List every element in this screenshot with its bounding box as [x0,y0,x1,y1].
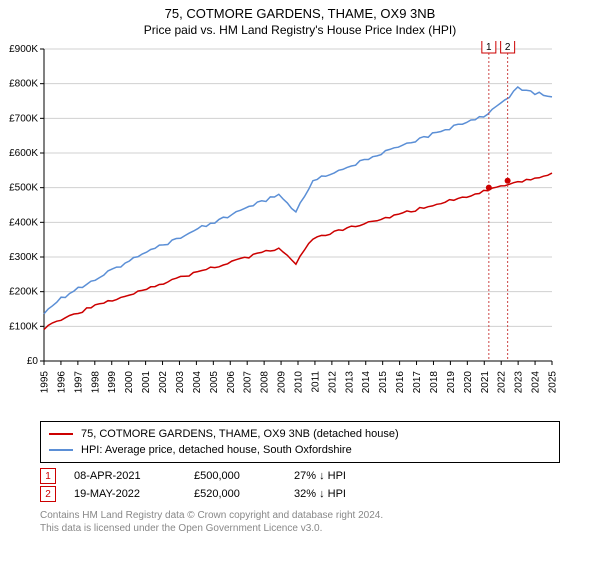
footer-line-1: Contains HM Land Registry data © Crown c… [40,509,560,522]
line-chart: £0 £100K £200K £300K £400K £500K £600K £700K £80… [0,41,560,401]
svg-text:£400K: £400K [9,217,38,228]
marker-pct-2: 32% ↓ HPI [294,488,434,500]
svg-text:2008: 2008 [260,371,271,394]
svg-text:1998: 1998 [90,371,101,394]
svg-text:2001: 2001 [141,371,152,394]
svg-text:£500K: £500K [9,183,38,194]
svg-text:£300K: £300K [9,252,38,263]
svg-text:2025: 2025 [548,371,559,394]
marker-row-2: 2 19-MAY-2022 £520,000 32% ↓ HPI [40,485,560,503]
svg-text:2005: 2005 [209,371,220,394]
svg-text:1995: 1995 [40,371,51,394]
marker-price-2: £520,000 [194,488,294,500]
legend-label-1: HPI: Average price, detached house, Sout… [81,444,352,456]
svg-text:2016: 2016 [395,371,406,394]
svg-text:2014: 2014 [361,371,372,394]
svg-text:2023: 2023 [514,371,525,394]
svg-text:£200K: £200K [9,287,38,298]
svg-text:2003: 2003 [175,371,186,394]
legend-row-1: HPI: Average price, detached house, Sout… [49,442,551,458]
marker-pct-1: 27% ↓ HPI [294,470,434,482]
svg-text:£0: £0 [27,356,39,367]
svg-text:2000: 2000 [124,371,135,394]
footer-line-2: This data is licensed under the Open Gov… [40,522,560,535]
svg-text:1996: 1996 [56,371,67,394]
marker-badge-1: 1 [40,468,56,484]
svg-text:2002: 2002 [158,371,169,394]
legend-swatch-1 [49,449,73,451]
marker-price-1: £500,000 [194,470,294,482]
marker-date-1: 08-APR-2021 [74,470,194,482]
svg-text:1999: 1999 [107,371,118,394]
svg-text:£100K: £100K [9,321,38,332]
svg-text:2004: 2004 [192,371,203,394]
svg-text:2006: 2006 [226,371,237,394]
svg-text:2010: 2010 [294,371,305,394]
svg-text:£600K: £600K [9,148,38,159]
legend-box: 75, COTMORE GARDENS, THAME, OX9 3NB (det… [40,421,560,463]
legend-row-0: 75, COTMORE GARDENS, THAME, OX9 3NB (det… [49,426,551,442]
marker-table: 1 08-APR-2021 £500,000 27% ↓ HPI 2 19-MA… [40,467,560,503]
svg-text:2013: 2013 [344,371,355,394]
chart-title: 75, COTMORE GARDENS, THAME, OX9 3NB [0,6,600,21]
svg-text:1: 1 [486,42,492,53]
legend-label-0: 75, COTMORE GARDENS, THAME, OX9 3NB (det… [81,428,399,440]
chart-area: £0 £100K £200K £300K £400K £500K £600K £700K £80… [0,41,600,411]
svg-text:2012: 2012 [327,371,338,394]
svg-text:2020: 2020 [463,371,474,394]
svg-text:2009: 2009 [277,371,288,394]
marker-date-2: 19-MAY-2022 [74,488,194,500]
svg-text:2007: 2007 [243,371,254,394]
svg-text:2019: 2019 [446,371,457,394]
svg-text:2018: 2018 [429,371,440,394]
svg-text:2017: 2017 [412,371,423,394]
svg-text:£700K: £700K [9,113,38,124]
chart-subtitle: Price paid vs. HM Land Registry's House … [0,23,600,37]
svg-text:2022: 2022 [497,371,508,394]
svg-text:2: 2 [505,42,511,53]
svg-text:2024: 2024 [531,371,542,394]
svg-text:£800K: £800K [9,79,38,90]
svg-text:2011: 2011 [310,371,321,393]
svg-text:2015: 2015 [378,371,389,394]
svg-text:1997: 1997 [73,371,84,394]
svg-text:2021: 2021 [480,371,491,394]
svg-text:£900K: £900K [9,44,38,55]
legend-swatch-0 [49,433,73,435]
footer: Contains HM Land Registry data © Crown c… [40,509,560,535]
marker-row-1: 1 08-APR-2021 £500,000 27% ↓ HPI [40,467,560,485]
marker-badge-2: 2 [40,486,56,502]
